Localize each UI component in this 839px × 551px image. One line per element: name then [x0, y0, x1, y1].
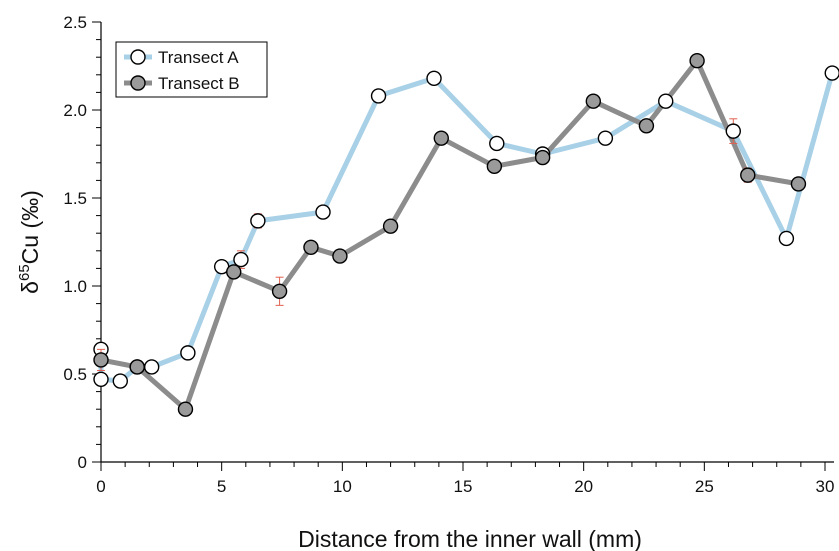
data-point — [725, 123, 741, 139]
data-point — [226, 264, 242, 280]
y-axis-title-superscript: 65 — [16, 264, 33, 281]
data-point — [426, 70, 442, 87]
x-tick-label: 5 — [217, 477, 226, 496]
data-point — [597, 130, 614, 146]
data-point — [585, 93, 602, 109]
data-point — [250, 213, 266, 229]
data-point — [740, 167, 756, 183]
data-point — [303, 239, 319, 255]
series-layer — [93, 53, 839, 417]
data-point — [233, 251, 249, 268]
data-point — [824, 65, 839, 81]
data-point — [370, 88, 387, 104]
y-axis-title: δ65Cu (‰) — [16, 190, 43, 294]
x-tick-label: 25 — [695, 477, 714, 496]
x-tick-label: 30 — [816, 477, 835, 496]
data-point — [112, 373, 129, 389]
data-point — [93, 352, 109, 368]
data-point — [658, 93, 674, 109]
legend: Transect A Transect B — [115, 41, 268, 98]
data-point — [271, 283, 288, 299]
data-point — [143, 359, 160, 375]
y-tick-label: 1.5 — [63, 189, 87, 208]
data-point — [180, 345, 196, 361]
legend-marker — [130, 75, 146, 91]
y-axis-title-prefix: δ — [17, 281, 43, 294]
legend-label: Transect B — [158, 74, 240, 93]
series-2-markers — [93, 53, 807, 417]
y-tick-label: 2.5 — [63, 13, 87, 32]
data-point — [332, 248, 348, 264]
series-2-lines — [98, 58, 801, 412]
y-axis-title-main: Cu (‰) — [17, 190, 43, 264]
data-point — [129, 359, 145, 375]
data-point — [638, 118, 655, 134]
y-tick-label: 0 — [78, 453, 87, 472]
x-tick-label: 10 — [333, 477, 352, 496]
data-point — [778, 230, 795, 247]
data-point — [382, 218, 399, 234]
series-line — [98, 58, 801, 412]
axes: 0 0.5 1.0 1.5 2.0 2.5 0 5 10 15 20 25 30 — [63, 13, 834, 496]
data-point — [93, 371, 109, 387]
data-point — [486, 158, 503, 175]
x-tick-label: 0 — [96, 477, 105, 496]
y-tick-label: 1.0 — [63, 277, 87, 296]
data-point — [790, 176, 807, 192]
legend-label: Transect A — [158, 48, 239, 67]
x-axis-title: Distance from the inner wall (mm) — [298, 526, 642, 551]
data-point — [689, 53, 705, 69]
legend-marker — [130, 49, 146, 65]
x-tick-label: 15 — [454, 477, 473, 496]
data-point — [489, 135, 505, 152]
data-point — [433, 130, 449, 146]
data-point — [177, 401, 194, 417]
y-tick-label: 0.5 — [63, 365, 87, 384]
data-point — [315, 204, 331, 220]
data-point — [534, 149, 551, 166]
x-tick-label: 20 — [574, 477, 593, 496]
series-1-markers — [93, 65, 839, 389]
y-tick-label: 2.0 — [63, 101, 87, 120]
